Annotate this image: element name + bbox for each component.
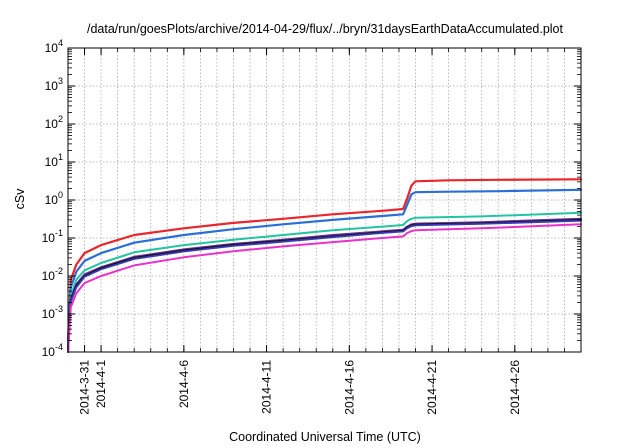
series-line-1: [66, 178, 583, 342]
x-tick-label: 2014-4-21: [425, 360, 439, 415]
y-tick-label: 104: [45, 38, 63, 55]
y-tick-label: 102: [45, 114, 63, 131]
x-tick-label: 2014-4-11: [260, 360, 274, 414]
x-tick-label: 2014-4-1: [94, 360, 108, 408]
series-line-7: [67, 223, 582, 353]
y-tick-label: 101: [45, 152, 63, 169]
grid: [68, 48, 581, 352]
series-line-6: [67, 219, 582, 353]
series-line-2: [66, 188, 583, 347]
x-tick-label: 2014-4-6: [177, 360, 191, 408]
x-tick-labels: 2014-3-31 2014-4-1 2014-4-6 2014-4-11 2014-4…: [78, 48, 565, 415]
chart-title: /data/run/goesPlots/archive/2014-04-29/f…: [87, 22, 563, 36]
y-tick-label: 103: [45, 76, 63, 93]
y-tick-labels: 10-4 10-3 10-2 10-1 100 101 102 103 104: [42, 38, 581, 359]
x-tick-label: 2014-4-16: [342, 360, 356, 415]
y-tick-label: 10-3: [42, 304, 63, 321]
y-tick-label: 10-2: [42, 266, 63, 283]
series-group: [66, 178, 583, 353]
y-tick-label: 10-1: [42, 228, 63, 245]
y-tick-label: 100: [45, 190, 63, 207]
series-line-3: [67, 211, 582, 353]
x-tick-label: 2014-3-31: [78, 360, 92, 415]
series-line-5: [67, 218, 582, 353]
y-tick-label: 10-4: [42, 342, 63, 359]
y-axis-label: cSv: [13, 188, 27, 210]
x-tick-label: 2014-4-26: [508, 360, 522, 415]
x-axis-label: Coordinated Universal Time (UTC): [229, 430, 421, 444]
